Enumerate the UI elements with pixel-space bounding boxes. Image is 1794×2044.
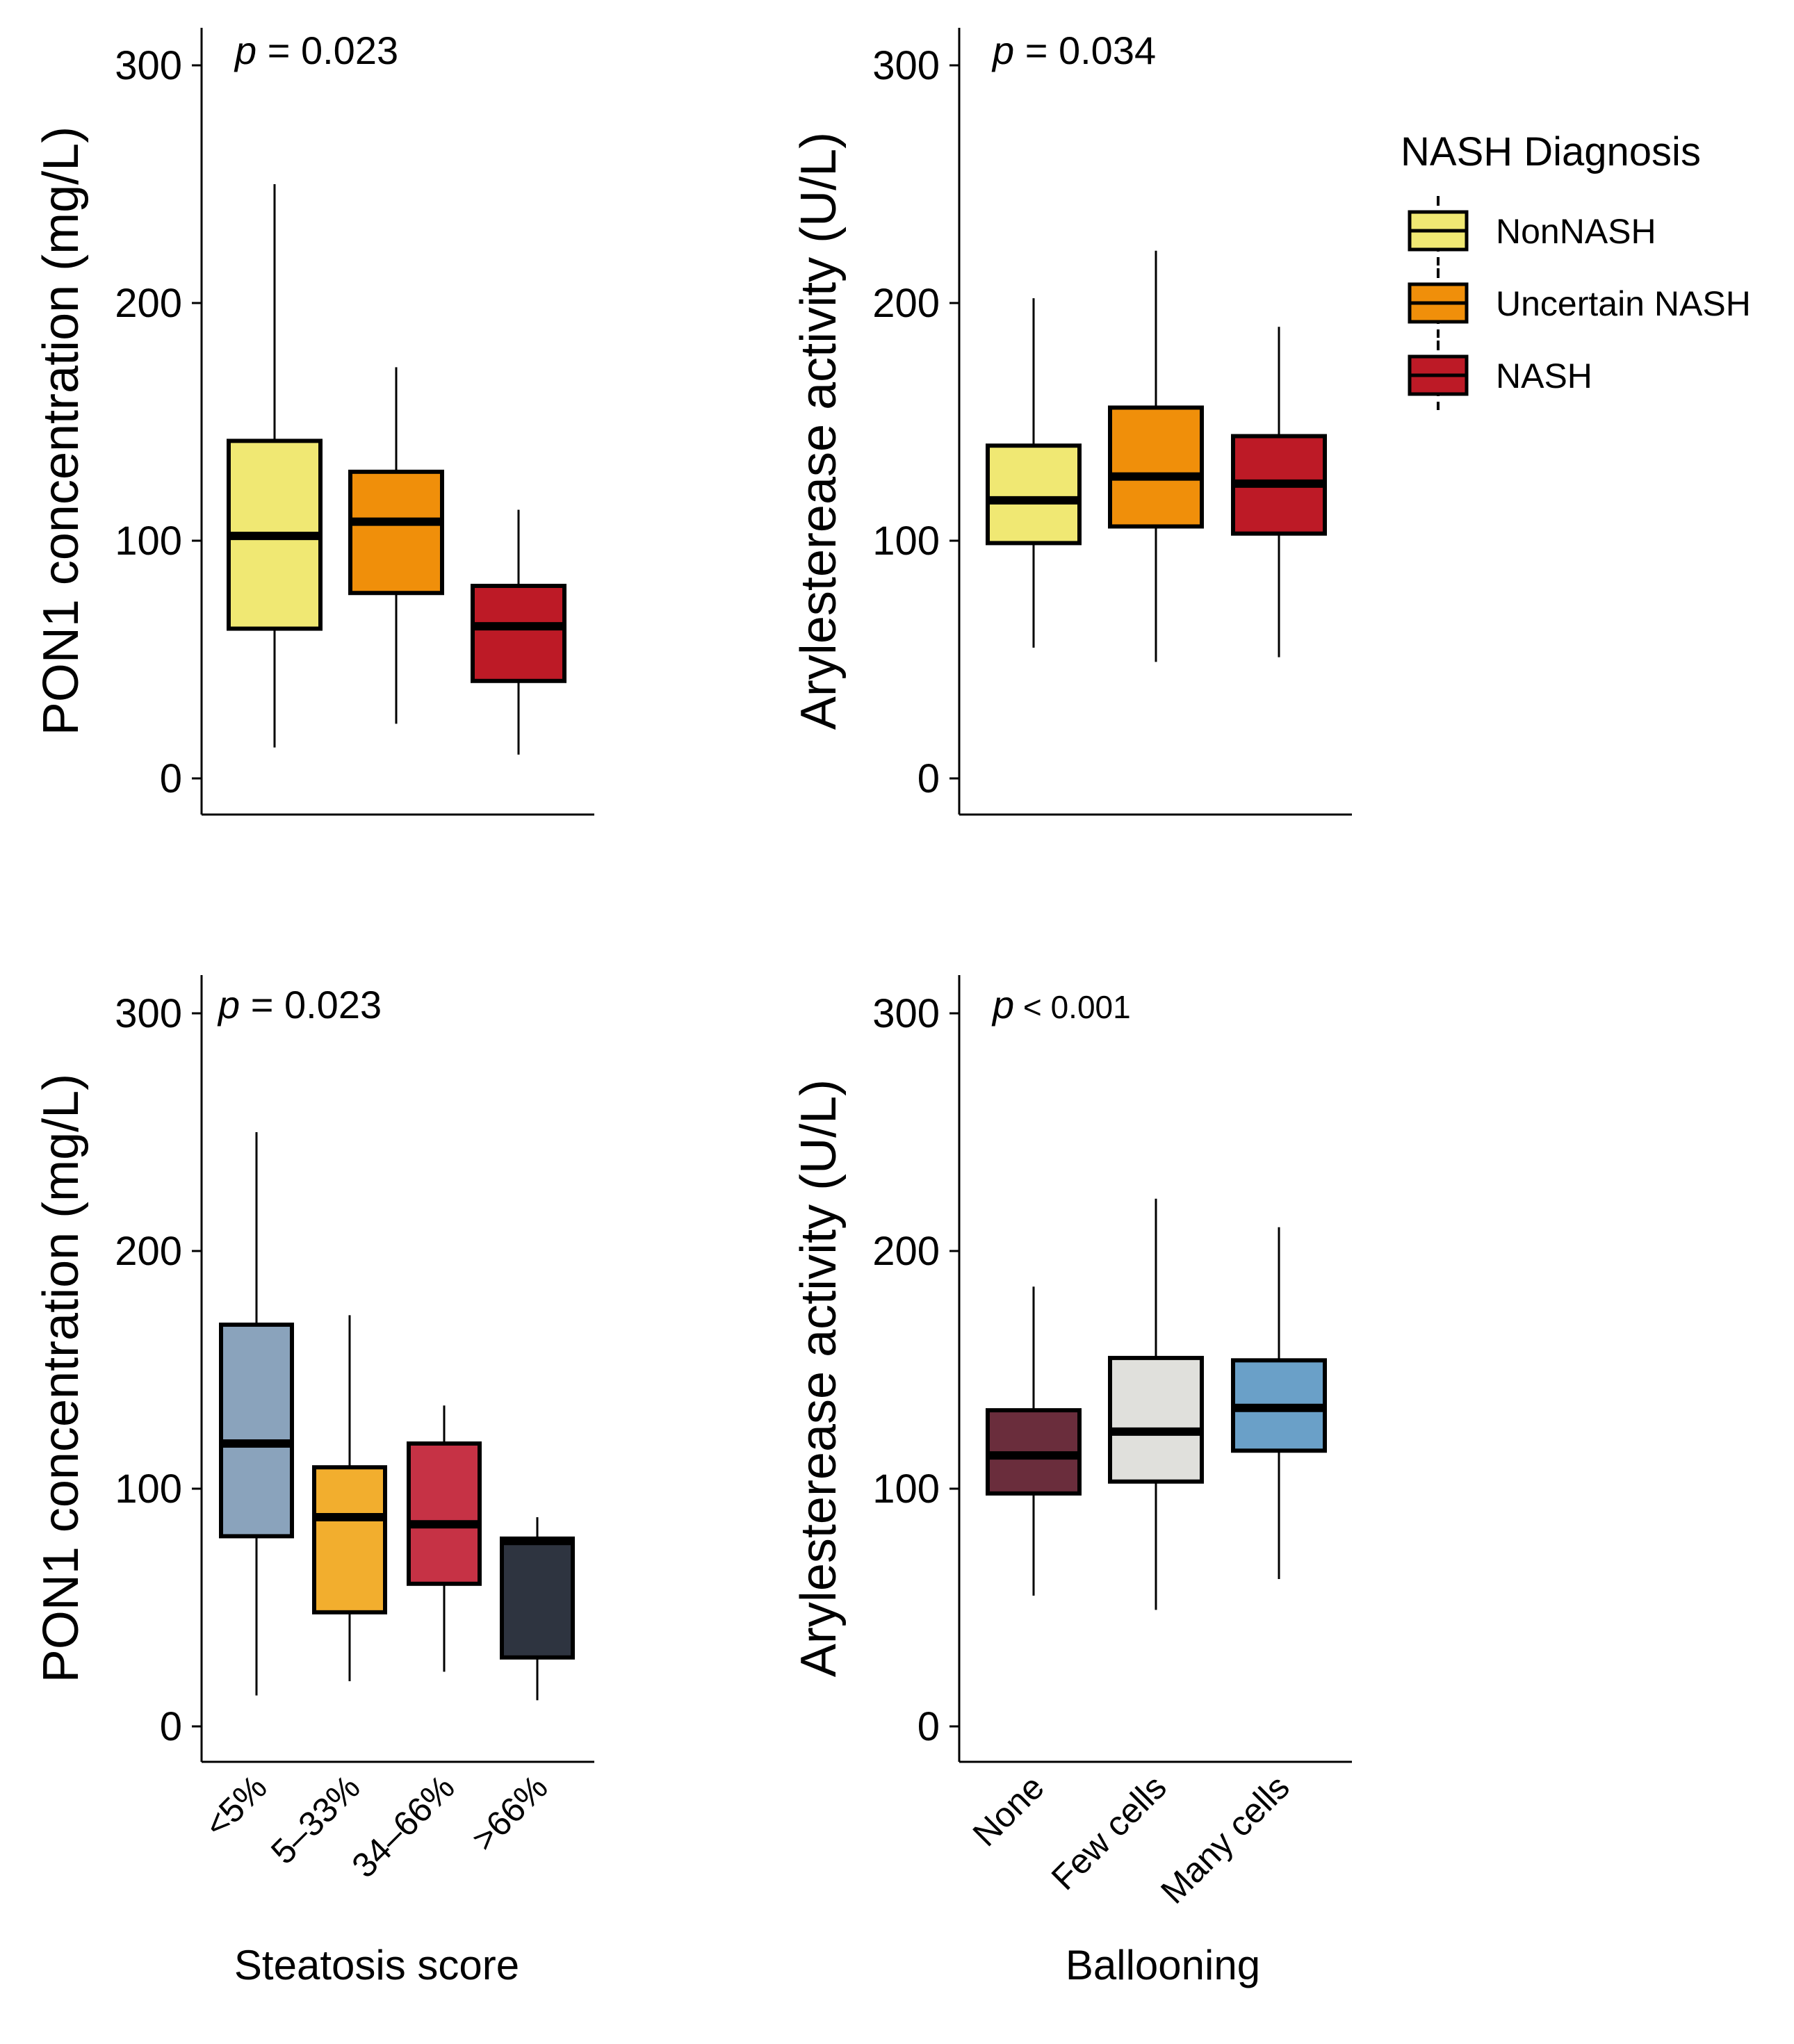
legend-key-NASH bbox=[1408, 341, 1469, 410]
box-34–66% bbox=[407, 1405, 482, 1672]
p-value-text: < 0.001 bbox=[1014, 989, 1131, 1025]
legend-label: NonNASH bbox=[1496, 212, 1656, 251]
box-Uncertain NASH bbox=[348, 367, 444, 724]
y-axis-title: PON1 concentration (mg/L) bbox=[33, 1074, 89, 1683]
x-tick-label: >66% bbox=[464, 1767, 555, 1858]
panel-bottom-left: 0 100 200 300 PON1 concentration (mg/L) p = 0… bbox=[33, 975, 594, 1988]
x-axis-title: Ballooning bbox=[1066, 1942, 1260, 1988]
p-symbol: p bbox=[234, 28, 256, 72]
legend-title: NASH Diagnosis bbox=[1401, 129, 1701, 174]
p-value-annotation: p = 0.034 bbox=[991, 28, 1156, 72]
y-tick-label: 300 bbox=[115, 991, 182, 1036]
y-tick-label: 100 bbox=[872, 1466, 940, 1512]
legend: NASH Diagnosis NonNASH Uncertain NASH NASH bbox=[1401, 129, 1751, 410]
y-tick-label: 300 bbox=[872, 43, 940, 88]
p-symbol: p bbox=[991, 28, 1014, 72]
box-iqr bbox=[348, 469, 444, 596]
box-iqr bbox=[407, 1441, 482, 1586]
p-value-annotation: p < 0.001 bbox=[991, 983, 1131, 1027]
p-value-text: = 0.023 bbox=[256, 28, 398, 72]
y-tick-label: 200 bbox=[115, 1229, 182, 1274]
y-tick-label: 100 bbox=[115, 518, 182, 564]
panel-top-right: 0 100 200 300 Arylesterease activity (U/L) p … bbox=[791, 28, 1352, 816]
legend-label: NASH bbox=[1496, 357, 1592, 395]
y-tick-label: 100 bbox=[115, 1466, 182, 1512]
box-Many cells bbox=[1231, 1227, 1327, 1579]
y-tick-label: 300 bbox=[872, 991, 940, 1036]
x-tick-label: Many cells bbox=[1153, 1767, 1297, 1911]
y-tick-label: 0 bbox=[160, 756, 182, 801]
x-tick-label: <5% bbox=[197, 1767, 274, 1845]
y-tick-label: 200 bbox=[115, 281, 182, 326]
box-5–33% bbox=[312, 1315, 387, 1682]
y-tick-label: 300 bbox=[115, 43, 182, 88]
box-None bbox=[986, 1286, 1082, 1596]
box-NonNASH bbox=[227, 184, 323, 748]
p-symbol: p bbox=[991, 983, 1014, 1027]
y-tick-label: 200 bbox=[872, 281, 940, 326]
box-iqr bbox=[500, 1536, 575, 1660]
box-Few cells bbox=[1108, 1198, 1204, 1610]
p-symbol: p bbox=[217, 983, 240, 1027]
box-NonNASH bbox=[986, 298, 1082, 648]
box-<5% bbox=[219, 1132, 294, 1696]
box-NASH bbox=[471, 509, 566, 755]
box-iqr bbox=[1108, 1355, 1204, 1484]
y-axis-title: Arylesterease activity (U/L) bbox=[791, 1079, 847, 1677]
panel-bottom-right: 0 100 200 300 Arylesterease activity (U/L) p … bbox=[791, 975, 1352, 1988]
x-tick-label: Few cells bbox=[1044, 1767, 1174, 1897]
legend-key-Uncertain NASH bbox=[1408, 268, 1469, 338]
x-tick-label: None bbox=[965, 1767, 1052, 1854]
p-value-annotation: p = 0.023 bbox=[234, 28, 398, 72]
p-value-text: = 0.023 bbox=[240, 983, 382, 1027]
box-Uncertain NASH bbox=[1108, 250, 1204, 662]
y-tick-label: 0 bbox=[918, 1704, 940, 1749]
x-tick-label: 34–66% bbox=[344, 1767, 462, 1885]
box-iqr bbox=[471, 583, 566, 683]
box->66% bbox=[500, 1517, 575, 1701]
p-value-annotation: p = 0.023 bbox=[217, 983, 382, 1027]
panel-top-left: 0 100 200 300 PON1 concentration (mg/L) p = 0… bbox=[33, 28, 594, 816]
box-NASH bbox=[1231, 327, 1327, 657]
box-iqr bbox=[219, 1323, 294, 1539]
p-value-text: = 0.034 bbox=[1014, 28, 1156, 72]
box-iqr bbox=[986, 443, 1082, 546]
y-axis-title: PON1 concentration (mg/L) bbox=[33, 126, 89, 735]
box-iqr bbox=[312, 1465, 387, 1614]
y-tick-label: 0 bbox=[918, 756, 940, 801]
y-tick-label: 200 bbox=[872, 1229, 940, 1274]
y-tick-label: 100 bbox=[872, 518, 940, 564]
legend-key-NonNASH bbox=[1408, 196, 1469, 265]
y-axis-title: Arylesterease activity (U/L) bbox=[791, 132, 847, 730]
legend-label: Uncertain NASH bbox=[1496, 284, 1751, 323]
x-axis-title: Steatosis score bbox=[234, 1942, 519, 1988]
y-tick-label: 0 bbox=[160, 1704, 182, 1749]
box-iqr bbox=[1108, 405, 1204, 529]
